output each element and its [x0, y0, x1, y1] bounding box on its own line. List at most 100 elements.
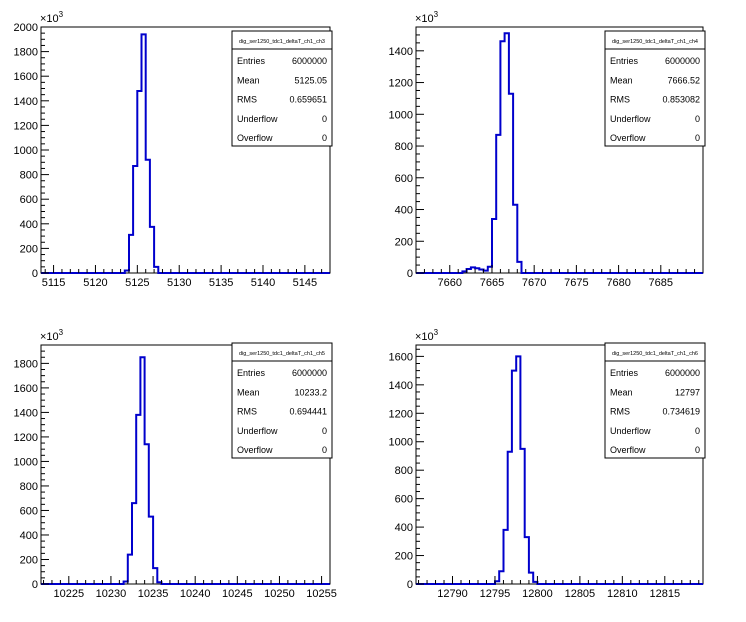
stats-label: RMS: [610, 407, 630, 417]
histogram-panel-2: 7660 7665 7670 7675 7680 7685 0 200 400 600 800 100…: [389, 10, 706, 289]
y-multiplier-base: ×10: [415, 13, 434, 25]
y-tick-label: 1400: [389, 46, 413, 58]
x-tick-label: 5120: [83, 277, 107, 289]
stats-box: dig_ser1250_tdc1_deltaT_ch1_ch6 Entries 60…: [604, 342, 706, 459]
y-axis-multiplier: ×103: [40, 10, 64, 25]
histogram-panel-4: 12790 12795 12800 12805 12810 12815 0 200 400 600…: [389, 328, 706, 600]
x-tick-label: 7660: [438, 277, 462, 289]
stats-title: dig_ser1250_tdc1_deltaT_ch1_ch4: [612, 39, 698, 45]
y-tick-label: 1600: [389, 351, 413, 363]
stats-box-frame: [231, 30, 333, 147]
y-tick-label: 0: [32, 579, 38, 591]
x-tick-label: 12800: [522, 588, 553, 600]
stats-value: 0.734619: [662, 407, 700, 417]
stats-value: 12797: [675, 387, 700, 397]
histogram-line: [416, 32, 703, 274]
stats-box-frame: [604, 30, 706, 147]
x-tick-label: 10240: [180, 588, 211, 600]
y-tick-label: 800: [20, 481, 38, 493]
x-tick-label: 5115: [42, 277, 66, 289]
y-tick-label: 1800: [14, 358, 38, 370]
stats-box-frame: [231, 342, 333, 459]
stats-label: Overflow: [237, 133, 273, 143]
y-tick-label: 2000: [14, 22, 38, 34]
stats-label: Mean: [237, 75, 260, 85]
y-tick-label: 1200: [389, 78, 413, 90]
stats-label: Underflow: [237, 114, 278, 124]
x-tick-label: 10250: [264, 588, 295, 600]
stats-value: 0: [695, 133, 700, 143]
y-tick-label: 800: [395, 141, 413, 153]
x-tick-label: 10245: [222, 588, 253, 600]
y-multiplier-base: ×10: [40, 331, 59, 343]
y-tick-label: 200: [20, 554, 38, 566]
x-tick-label: 10255: [306, 588, 337, 600]
y-multiplier-exponent: 3: [434, 328, 439, 337]
stats-label: Entries: [610, 368, 639, 378]
y-tick-label: 800: [20, 170, 38, 182]
y-tick-label: 600: [20, 194, 38, 206]
x-tick-label: 5130: [167, 277, 191, 289]
y-axis-multiplier: ×103: [415, 10, 439, 25]
x-tick-label: 12805: [565, 588, 596, 600]
y-tick-label: 600: [20, 505, 38, 517]
y-tick-label: 1000: [14, 145, 38, 157]
stats-box: dig_ser1250_tdc1_deltaT_ch1_ch3 Entries 60…: [231, 30, 333, 147]
x-tick-label: 5145: [293, 277, 317, 289]
stats-value: 0: [695, 114, 700, 124]
stats-value: 0.694441: [289, 407, 327, 417]
x-tick-label: 12810: [607, 588, 638, 600]
stats-value: 5125.05: [294, 75, 327, 85]
stats-value: 0: [695, 426, 700, 436]
x-tick-label: 12795: [480, 588, 511, 600]
stats-box: dig_ser1250_tdc1_deltaT_ch1_ch4 Entries 60…: [604, 30, 706, 147]
histogram-panel-3: 10225 10230 10235 10240 10245 10250 10255 0 200 4…: [14, 328, 337, 600]
stats-label: Underflow: [610, 114, 651, 124]
x-tick-label: 7680: [606, 277, 630, 289]
y-tick-label: 400: [395, 522, 413, 534]
y-tick-label: 200: [395, 551, 413, 563]
stats-value: 0: [695, 445, 700, 455]
y-multiplier-base: ×10: [40, 13, 59, 25]
stats-value: 10233.2: [294, 387, 327, 397]
stats-value: 0: [322, 426, 327, 436]
y-tick-label: 1000: [389, 437, 413, 449]
histogram-line: [41, 33, 330, 274]
y-tick-label: 1400: [14, 96, 38, 108]
y-tick-label: 200: [20, 243, 38, 255]
stats-title: dig_ser1250_tdc1_deltaT_ch1_ch5: [239, 351, 325, 357]
stats-value: 0.853082: [662, 95, 700, 105]
histogram-line: [41, 356, 330, 585]
stats-label: Mean: [237, 387, 260, 397]
stats-value: 0: [322, 445, 327, 455]
stats-label: Entries: [237, 368, 266, 378]
y-tick-label: 400: [20, 219, 38, 231]
x-tick-label: 7665: [480, 277, 504, 289]
stats-label: RMS: [610, 95, 630, 105]
y-multiplier-exponent: 3: [434, 10, 439, 19]
y-tick-label: 0: [32, 268, 38, 280]
x-tick-label: 5140: [251, 277, 275, 289]
stats-box-frame: [604, 342, 706, 459]
stats-value: 6000000: [665, 56, 700, 66]
y-multiplier-exponent: 3: [59, 328, 64, 337]
y-tick-label: 1000: [14, 456, 38, 468]
stats-label: RMS: [237, 95, 257, 105]
stats-label: Mean: [610, 387, 633, 397]
x-tick-label: 10230: [96, 588, 127, 600]
y-tick-label: 400: [395, 205, 413, 217]
histogram-line: [416, 355, 703, 585]
x-tick-label: 5135: [209, 277, 233, 289]
stats-label: Mean: [610, 75, 633, 85]
y-tick-label: 0: [407, 579, 413, 591]
y-tick-label: 1200: [389, 408, 413, 420]
y-tick-label: 600: [395, 173, 413, 185]
y-multiplier-exponent: 3: [59, 10, 64, 19]
y-tick-label: 1400: [389, 380, 413, 392]
stats-value: 0: [322, 133, 327, 143]
y-tick-label: 1000: [389, 109, 413, 121]
x-tick-label: 7670: [522, 277, 546, 289]
y-tick-label: 200: [395, 236, 413, 248]
stats-value: 6000000: [292, 56, 327, 66]
